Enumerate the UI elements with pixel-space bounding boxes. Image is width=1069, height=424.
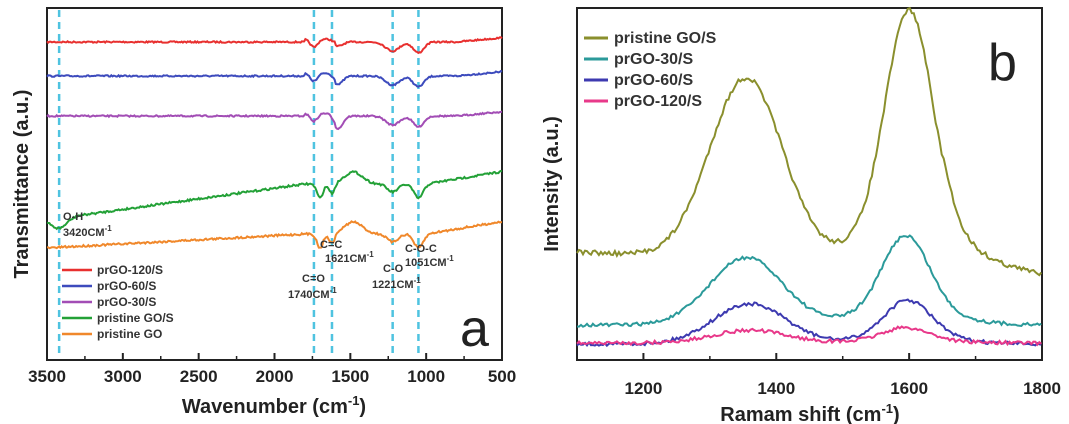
x-tick-label: 1200 <box>625 379 663 398</box>
annotation-wavenumber: 1051CM-1 <box>405 254 454 269</box>
series-line-prGO-60/S <box>46 69 503 88</box>
x-tick-label: 1600 <box>890 379 928 398</box>
panel-a-xlabel: Wavenumber (cm-1) <box>182 393 366 418</box>
panel-b-series <box>576 6 1043 348</box>
x-tick-label: 1000 <box>407 367 445 386</box>
series-line-prGO-120/S <box>46 36 503 55</box>
annotation-wavenumber: 3420CM-1 <box>63 224 112 239</box>
panel-b-ylabel: Intensity (a.u.) <box>541 116 563 252</box>
panel-a-series <box>46 36 503 250</box>
legend-label: prGO-120/S <box>614 93 702 110</box>
series-line-pristine GO <box>46 220 503 250</box>
annotation-bond: C=O <box>302 273 325 285</box>
legend-label: pristine GO/S <box>614 30 717 47</box>
panel-a-marker-lines <box>57 10 420 358</box>
legend-label: prGO-60/S <box>614 72 693 89</box>
annotation-bond: O-H <box>63 211 83 223</box>
annotation-wavenumber: 1621CM-1 <box>325 250 374 265</box>
series-line-pristine GO/S <box>46 169 503 231</box>
panel-b-label: b <box>988 34 1017 92</box>
series-line-prGO-120/S <box>576 325 1042 347</box>
series-line-prGO-30/S <box>576 234 1042 328</box>
x-tick-label: 3000 <box>104 367 142 386</box>
legend-label: prGO-30/S <box>614 51 693 68</box>
legend-label: pristine GO/S <box>97 311 174 325</box>
x-tick-label: 2500 <box>180 367 218 386</box>
x-tick-label: 1800 <box>1023 379 1061 398</box>
x-tick-label: 1400 <box>757 379 795 398</box>
series-line-pristine GO/S <box>576 6 1043 277</box>
annotation-bond: C=C <box>320 239 342 251</box>
panel-a-ylabel: Transmittance (a.u.) <box>11 90 33 279</box>
legend-label: prGO-30/S <box>97 295 156 309</box>
x-tick-label: 3500 <box>28 367 66 386</box>
annotation-wavenumber: 1740CM-1 <box>288 286 337 301</box>
annotation-bond: C-O <box>383 263 404 275</box>
annotation-bond: C-O-C <box>405 243 437 255</box>
panel-a-legend: prGO-120/S prGO-60/S prGO-30/S pristine GO/… <box>62 263 174 341</box>
panel-a-label: a <box>460 300 489 358</box>
series-line-prGO-30/S <box>46 110 503 131</box>
panel-b-frame <box>576 7 1043 361</box>
x-tick-label: 1500 <box>331 367 369 386</box>
panel-b-x-ticks: 1200 1400 1600 1800 <box>625 353 1061 398</box>
panel-b-legend: pristine GO/S prGO-30/S prGO-60/S prGO-120/… <box>584 30 717 110</box>
legend-label: prGO-120/S <box>97 263 163 277</box>
panel-b-xlabel: Ramam shift (cm-1) <box>720 401 899 424</box>
panel-a-x-ticks: 3500 3000 2500 2000 1500 1000 500 <box>28 353 516 386</box>
x-tick-label: 500 <box>488 367 516 386</box>
legend-label: prGO-60/S <box>97 279 156 293</box>
legend-label: pristine GO <box>97 327 162 341</box>
x-tick-label: 2000 <box>256 367 294 386</box>
annotation-wavenumber: 1221CM-1 <box>372 276 421 291</box>
